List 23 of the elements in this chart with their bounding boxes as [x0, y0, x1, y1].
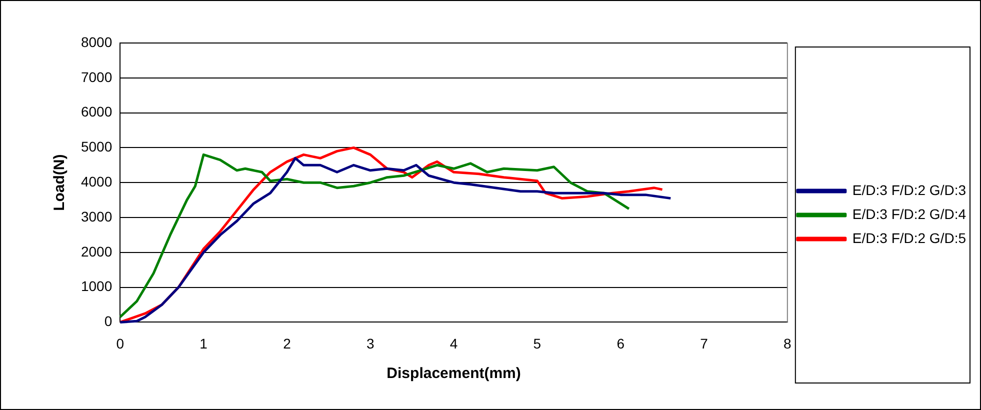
x-tick-label: 4	[450, 335, 458, 352]
x-tick-label: 6	[616, 335, 625, 352]
x-tick-label: 8	[784, 335, 792, 352]
y-tick-label: 6000	[80, 104, 112, 120]
y-tick-label: 3000	[80, 208, 112, 224]
y-tick-label: 2000	[80, 243, 112, 260]
y-tick-label: 5000	[80, 138, 112, 155]
y-tick-label: 1000	[80, 278, 112, 294]
y-tick-label: 8000	[80, 34, 112, 50]
x-tick-label: 1	[200, 335, 208, 352]
y-axis-title: Load(N)	[51, 154, 68, 211]
x-tick-label: 2	[283, 335, 292, 352]
x-axis-title: Displacement(mm)	[386, 365, 521, 382]
y-tick-label: 7000	[80, 68, 112, 85]
legend-label: E/D:3 F/D:2 G/D:5	[852, 230, 966, 246]
y-tick-label: 0	[104, 313, 112, 330]
x-tick-label: 7	[700, 335, 708, 352]
x-tick-label: 3	[366, 335, 374, 352]
legend-label: E/D:3 F/D:2 G/D:3	[852, 182, 966, 198]
x-tick-label: 0	[116, 335, 124, 352]
x-tick-label: 5	[533, 335, 542, 352]
y-tick-label: 4000	[80, 173, 112, 190]
legend-label: E/D:3 F/D:2 G/D:4	[852, 206, 966, 222]
